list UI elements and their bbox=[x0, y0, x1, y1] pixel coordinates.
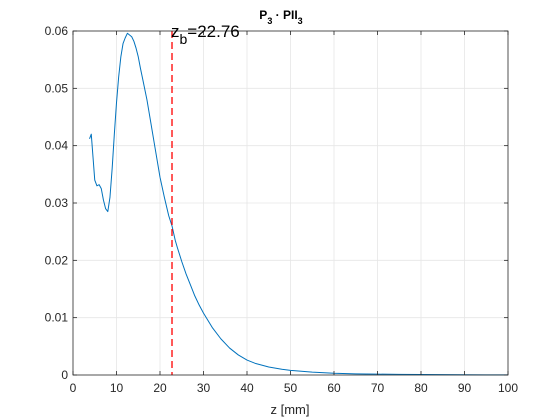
x-tick-label: 0 bbox=[70, 381, 77, 395]
annotation-base: z bbox=[171, 22, 180, 41]
title-dot: · bbox=[272, 8, 283, 22]
y-tick-label: 0.03 bbox=[45, 196, 69, 210]
y-tick-labels: 0 0.01 0.02 0.03 0.04 0.05 0.06 bbox=[45, 24, 69, 382]
y-tick-label: 0.02 bbox=[45, 253, 69, 267]
series-layer bbox=[89, 32, 509, 376]
y-tick-label: 0.01 bbox=[45, 311, 69, 325]
x-tick-label: 80 bbox=[414, 381, 428, 395]
annotation-subscript: b bbox=[180, 31, 188, 47]
title-pii: PII bbox=[283, 8, 298, 22]
x-tick-label: 20 bbox=[153, 381, 167, 395]
x-tick-labels: 0 10 20 30 40 50 60 70 80 90 100 bbox=[70, 381, 519, 395]
series-line bbox=[89, 32, 509, 376]
y-tick-label: 0.05 bbox=[45, 81, 69, 95]
chart-title: P3 · PII3 bbox=[259, 8, 302, 26]
y-tick-label: 0.06 bbox=[45, 24, 69, 38]
x-tick-label: 90 bbox=[458, 381, 472, 395]
title-p-subscript: 3 bbox=[267, 16, 272, 26]
x-tick-label: 50 bbox=[284, 381, 298, 395]
threshold-annotation: zb=22.76 bbox=[171, 22, 240, 47]
title-pii-subscript: 3 bbox=[298, 16, 303, 26]
x-tick-label: 10 bbox=[110, 381, 124, 395]
x-tick-label: 70 bbox=[371, 381, 385, 395]
x-tick-label: 30 bbox=[197, 381, 211, 395]
x-axis-label: z [mm] bbox=[271, 402, 310, 417]
annotation-value: =22.76 bbox=[187, 22, 239, 41]
y-tick-label: 0.04 bbox=[45, 139, 69, 153]
x-tick-label: 100 bbox=[498, 381, 518, 395]
x-tick-label: 60 bbox=[327, 381, 341, 395]
grid-lines bbox=[73, 31, 508, 375]
title-p: P bbox=[259, 8, 267, 22]
tick-marks bbox=[72, 30, 509, 376]
y-tick-label: 0 bbox=[61, 368, 68, 382]
x-tick-label: 40 bbox=[240, 381, 254, 395]
